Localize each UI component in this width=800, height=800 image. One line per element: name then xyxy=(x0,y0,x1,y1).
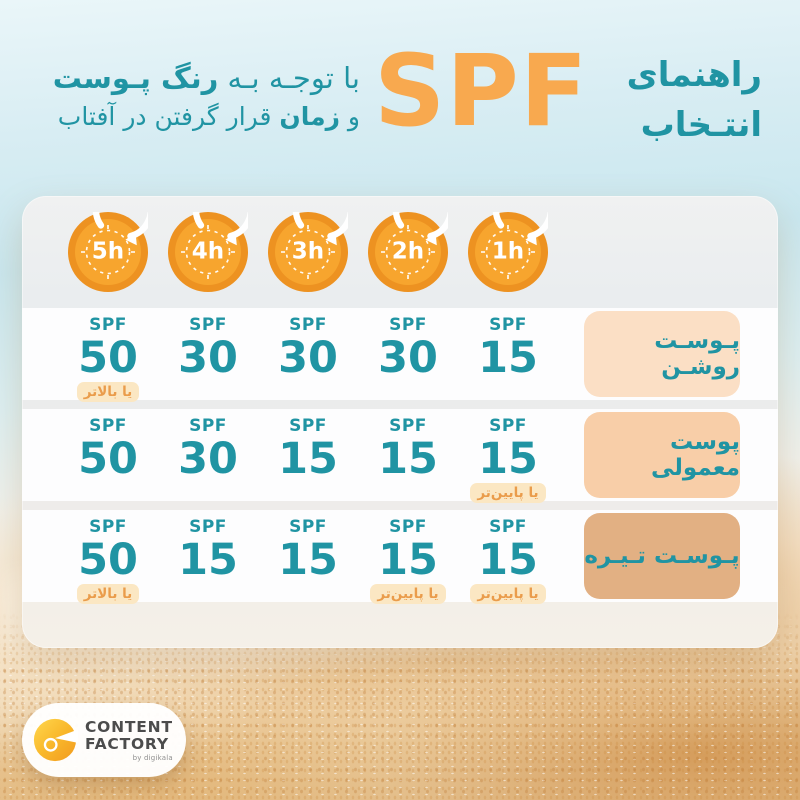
spf-value: 15 xyxy=(478,333,538,383)
spf-label: SPF xyxy=(489,416,527,436)
spf-cell: SPF 15 xyxy=(368,416,448,501)
spf-cell: SPF 15 xyxy=(168,517,248,602)
spf-label: SPF xyxy=(489,517,527,537)
spf-cells: SPF 50 یا بالاتر SPF 30 SPF 30 SPF 30 SP… xyxy=(22,308,548,402)
table-row-normal-skin: SPF 50 SPF 30 SPF 15 SPF 15 SPF 15 یا پا… xyxy=(22,409,778,503)
table-row-dark-skin: SPF 50 یا بالاتر SPF 15 SPF 15 SPF 15 یا… xyxy=(22,510,778,604)
spf-cell: SPF 50 یا بالاتر xyxy=(68,517,148,604)
clock-4h-icon: 4h xyxy=(168,212,248,292)
circular-arrow-clock-icon xyxy=(368,212,448,292)
spf-value: 15 xyxy=(478,434,538,484)
subtitle-line-2: و زمان قرار گرفتن در آفتاب xyxy=(53,98,360,136)
circular-arrow-clock-icon xyxy=(268,212,348,292)
spf-label: SPF xyxy=(289,416,327,436)
content-factory-c-icon xyxy=(33,718,78,762)
duration-label: 3h xyxy=(291,238,325,265)
page-subtitle: با توجـه بـه رنگ پـوست و زمان قرار گرفتن… xyxy=(53,58,360,136)
clock-1h-icon: 1h xyxy=(468,212,548,292)
duration-label: 5h xyxy=(91,238,125,265)
spf-cell: SPF 50 یا بالاتر xyxy=(68,315,148,402)
spf-cells: SPF 50 یا بالاتر SPF 15 SPF 15 SPF 15 یا… xyxy=(22,510,548,604)
skin-type-label-dark: پـوسـت تـیـره xyxy=(584,513,740,599)
spf-label: SPF xyxy=(189,416,227,436)
spf-note-badge: یا بالاتر xyxy=(76,382,140,402)
spf-cells: SPF 50 SPF 30 SPF 15 SPF 15 SPF 15 یا پا… xyxy=(22,409,548,503)
spf-value: 15 xyxy=(278,434,338,484)
spf-cell: SPF 50 xyxy=(68,416,148,501)
skin-type-label-light: پـوسـت روشـن xyxy=(584,311,740,397)
spf-note-badge: یا پایین‌تر xyxy=(370,584,446,604)
spf-value: 15 xyxy=(478,535,538,585)
table-row-light-skin: SPF 50 یا بالاتر SPF 30 SPF 30 SPF 30 SP… xyxy=(22,308,778,402)
spf-value: 15 xyxy=(178,535,238,585)
spf-label: SPF xyxy=(189,315,227,335)
spf-value: 50 xyxy=(78,434,138,484)
spf-note-badge: یا پایین‌تر xyxy=(470,483,546,503)
spf-value: 30 xyxy=(378,333,438,383)
spf-cell: SPF 15 xyxy=(468,315,548,400)
circular-arrow-clock-icon xyxy=(468,212,548,292)
skin-type-label-normal: پوست معمولی xyxy=(584,412,740,498)
spf-headline: SPF xyxy=(374,34,589,149)
spf-label: SPF xyxy=(289,315,327,335)
spf-cell: SPF 15 یا پایین‌تر xyxy=(468,416,548,503)
content-factory-logo: CONTENT FACTORY by digikala xyxy=(22,703,186,777)
subtitle-line-2-text: و xyxy=(339,102,360,131)
spf-value: 15 xyxy=(378,434,438,484)
duration-label: 2h xyxy=(391,238,425,265)
spf-cell: SPF 30 xyxy=(168,416,248,501)
circular-arrow-clock-icon xyxy=(168,212,248,292)
logo-line-2: FACTORY xyxy=(85,734,169,753)
subtitle-line-1-text: با توجـه بـه xyxy=(218,61,361,95)
clock-3h-icon: 3h xyxy=(268,212,348,292)
duration-label: 1h xyxy=(491,238,525,265)
spf-value: 50 xyxy=(78,535,138,585)
logo-text: CONTENT FACTORY by digikala xyxy=(85,717,173,762)
spf-value: 15 xyxy=(378,535,438,585)
clock-5h-icon: 5h xyxy=(68,212,148,292)
spf-label: SPF xyxy=(189,517,227,537)
spf-cell: SPF 15 یا پایین‌تر xyxy=(468,517,548,604)
spf-label: SPF xyxy=(389,517,427,537)
spf-cell: SPF 15 یا پایین‌تر xyxy=(368,517,448,604)
spf-value: 50 xyxy=(78,333,138,383)
spf-value: 15 xyxy=(278,535,338,585)
duration-label: 4h xyxy=(191,238,225,265)
spf-label: SPF xyxy=(489,315,527,335)
spf-label: SPF xyxy=(389,315,427,335)
spf-note-badge: یا بالاتر xyxy=(76,584,140,604)
spf-label: SPF xyxy=(89,517,127,537)
spf-value: 30 xyxy=(178,434,238,484)
spf-value: 30 xyxy=(278,333,338,383)
subtitle-line-2-rest: قرار گرفتن در آفتاب xyxy=(57,102,280,131)
page-title-line-1: راهنمای xyxy=(626,55,762,95)
subtitle-line-1: با توجـه بـه رنگ پـوست xyxy=(53,58,360,98)
page-title: راهنمای انتـخاب xyxy=(627,50,762,150)
spf-cell: SPF 30 xyxy=(168,315,248,400)
spf-label: SPF xyxy=(89,315,127,335)
logo-byline: by digikala xyxy=(132,753,173,762)
spf-label: SPF xyxy=(89,416,127,436)
duration-header-row: 5h 4h 3h xyxy=(22,196,778,308)
spf-label: SPF xyxy=(289,517,327,537)
spf-cell: SPF 15 xyxy=(268,517,348,602)
subtitle-line-2-bold: زمان xyxy=(279,102,340,131)
spf-cell: SPF 30 xyxy=(268,315,348,400)
spf-cell: SPF 30 xyxy=(368,315,448,400)
spf-value: 30 xyxy=(178,333,238,383)
logo-line-1: CONTENT xyxy=(85,717,173,736)
subtitle-line-1-bold: رنگ پـوست xyxy=(52,61,219,95)
spf-table-panel: 5h 4h 3h xyxy=(22,196,778,648)
spf-cell: SPF 15 xyxy=(268,416,348,501)
circular-arrow-clock-icon xyxy=(68,212,148,292)
spf-label: SPF xyxy=(389,416,427,436)
page-title-line-2: انتـخاب xyxy=(640,105,762,145)
spf-note-badge: یا پایین‌تر xyxy=(470,584,546,604)
clock-2h-icon: 2h xyxy=(368,212,448,292)
